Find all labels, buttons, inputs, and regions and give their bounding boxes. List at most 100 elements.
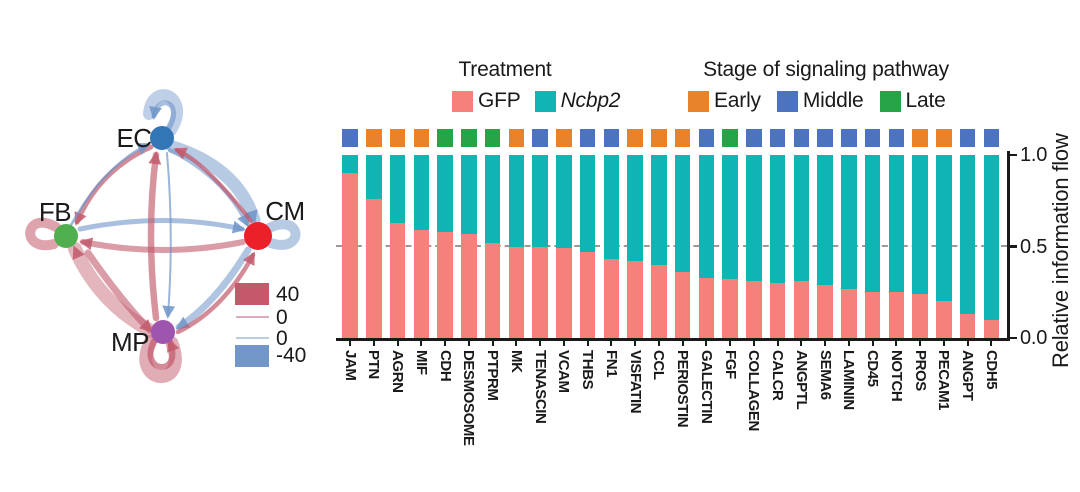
bar-gfp-segment xyxy=(413,230,429,338)
bar xyxy=(437,155,453,338)
bar xyxy=(484,155,501,338)
stage-square xyxy=(888,129,904,147)
early-label: Early xyxy=(714,89,761,112)
edge-ec-mp xyxy=(162,152,176,319)
bar-ncbp2-segment xyxy=(579,155,596,252)
bar xyxy=(651,155,667,338)
x-tick xyxy=(919,340,921,346)
node-label-cm: CM xyxy=(265,196,304,226)
bar xyxy=(698,155,714,338)
cell-interaction-network: EC CM FB MP 40 0 0 -40 xyxy=(25,89,306,384)
legend-zero-label-2: 0 xyxy=(276,327,288,350)
x-tick xyxy=(515,340,518,346)
bar-ncbp2-segment xyxy=(532,155,548,247)
legend-zero-label-1: 0 xyxy=(276,306,288,329)
bar xyxy=(912,155,928,338)
x-tick xyxy=(610,340,613,346)
network-legend: 40 0 0 -40 xyxy=(235,283,306,367)
x-tick xyxy=(776,340,779,346)
edge-mp-self-inner xyxy=(147,338,180,370)
stage-square xyxy=(484,129,501,147)
treatment-legend: GFP Ncbp2 xyxy=(452,89,620,113)
bar xyxy=(342,155,358,338)
stage-square xyxy=(437,129,453,147)
bar-ncbp2-segment xyxy=(864,155,881,293)
bar-gfp-segment xyxy=(461,233,477,338)
x-tick xyxy=(657,340,660,346)
edge-fb-mp xyxy=(84,249,154,334)
bar xyxy=(959,155,976,338)
bar-gfp-segment xyxy=(864,292,881,338)
edge-fb-cm xyxy=(77,218,246,234)
bar-ncbp2-segment xyxy=(342,155,358,174)
x-tick xyxy=(681,340,684,346)
stage-square xyxy=(603,129,619,147)
x-tick xyxy=(942,340,945,346)
bar-gfp-segment xyxy=(936,301,952,338)
bar xyxy=(366,155,382,338)
bar-ncbp2-segment xyxy=(841,155,857,289)
stage-square xyxy=(461,129,477,147)
bar-ncbp2-segment xyxy=(556,155,572,249)
x-tick xyxy=(966,340,969,346)
stage-square xyxy=(817,129,833,147)
bar xyxy=(793,155,809,338)
y-tick-label: 0.0 xyxy=(1020,327,1048,349)
bar-ncbp2-segment xyxy=(817,155,833,285)
node-label-fb: FB xyxy=(39,197,71,227)
stage-square xyxy=(579,129,596,147)
x-tick xyxy=(824,340,826,346)
stage-square xyxy=(841,129,857,147)
bar xyxy=(888,155,904,338)
treatment-legend-title: Treatment xyxy=(458,58,552,81)
x-tick xyxy=(396,340,399,346)
middle-swatch xyxy=(776,90,798,112)
bar xyxy=(556,155,572,338)
network-edges xyxy=(25,89,301,384)
bar xyxy=(603,155,619,338)
bar-ncbp2-segment xyxy=(722,155,738,280)
edge-cm-fb xyxy=(79,237,246,253)
bar-ncbp2-segment xyxy=(793,155,809,282)
y-tick-label: 1.0 xyxy=(1020,144,1048,166)
stage-square xyxy=(959,129,976,147)
stage-square xyxy=(746,129,762,147)
edge-mp-cm xyxy=(175,251,256,335)
x-tick xyxy=(562,340,565,346)
stage-square xyxy=(698,129,714,147)
edge-cm-mp xyxy=(175,246,252,331)
y-tick xyxy=(1009,153,1017,157)
stage-square xyxy=(793,129,809,147)
network-nodes xyxy=(54,126,272,344)
bar xyxy=(461,155,477,338)
bar-gfp-segment xyxy=(579,251,596,338)
bar-gfp-segment xyxy=(342,173,358,338)
stage-square xyxy=(627,129,643,147)
bar-ncbp2-segment xyxy=(484,155,501,243)
bar xyxy=(936,155,952,338)
stage-square xyxy=(342,129,358,147)
bar-gfp-segment xyxy=(769,283,786,338)
legend-min-label: -40 xyxy=(276,344,306,367)
bar-gfp-segment xyxy=(389,222,406,338)
reference-line-0-5 xyxy=(336,245,1007,247)
bar xyxy=(841,155,857,338)
ncbp2-label: Ncbp2 xyxy=(560,89,621,112)
bar-gfp-segment xyxy=(556,248,572,338)
edge-fb-self xyxy=(25,217,61,251)
bar-ncbp2-segment xyxy=(746,155,762,282)
x-tick xyxy=(467,340,470,346)
bar-ncbp2-segment xyxy=(651,155,667,265)
stage-square xyxy=(864,129,881,147)
y-tick-label: 0.5 xyxy=(1020,235,1048,258)
bar-gfp-segment xyxy=(674,272,691,338)
edge-fb-ec xyxy=(69,143,151,227)
bar-ncbp2-segment xyxy=(508,155,524,247)
x-tick xyxy=(539,340,541,346)
stage-square xyxy=(508,129,524,147)
middle-label: Middle xyxy=(802,89,864,112)
stage-square xyxy=(532,129,548,147)
bar xyxy=(722,155,738,338)
bar xyxy=(389,155,406,338)
